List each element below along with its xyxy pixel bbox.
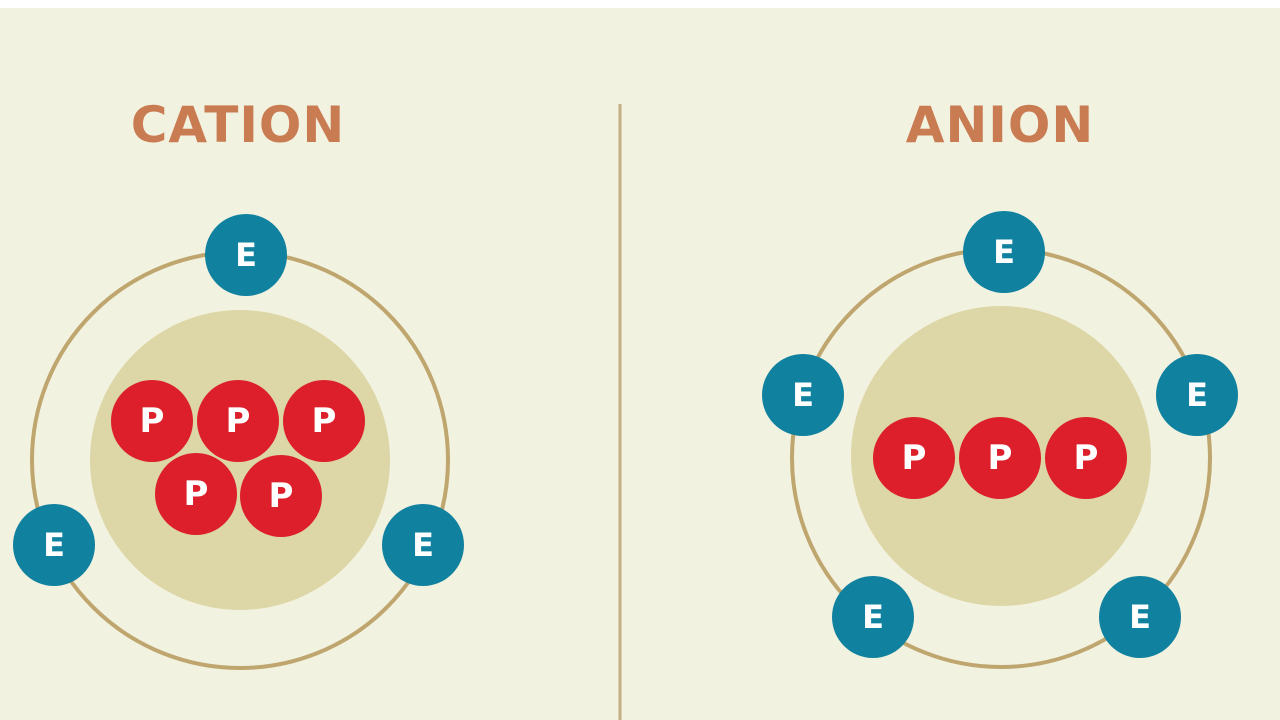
proton-circle <box>283 380 365 462</box>
proton-label: P <box>988 438 1013 478</box>
electron-circle <box>205 214 287 296</box>
electron-label: E <box>43 526 65 564</box>
electron-label: E <box>993 233 1015 271</box>
electron-circle <box>1156 354 1238 436</box>
anion-proton: P <box>1045 417 1127 499</box>
electron-label: E <box>862 598 884 636</box>
electron-circle <box>382 504 464 586</box>
proton-circle <box>873 417 955 499</box>
cation-atom: P P P P P E E E <box>13 214 464 670</box>
electron-label: E <box>792 376 814 414</box>
anion-electron: E <box>1156 354 1238 436</box>
electron-circle <box>1099 576 1181 658</box>
anion-proton: P <box>873 417 955 499</box>
cation-proton: P <box>283 380 365 462</box>
proton-label: P <box>269 476 294 516</box>
proton-circle <box>111 380 193 462</box>
proton-circle <box>197 380 279 462</box>
cation-proton: P <box>111 380 193 462</box>
proton-circle <box>959 417 1041 499</box>
cation-electron: E <box>13 504 95 586</box>
cation-proton: P <box>240 455 322 537</box>
electron-circle <box>762 354 844 436</box>
anion-electron: E <box>762 354 844 436</box>
proton-circle <box>240 455 322 537</box>
cation-proton: P <box>197 380 279 462</box>
proton-label: P <box>184 474 209 514</box>
cation-proton: P <box>155 453 237 535</box>
cation-electron: E <box>382 504 464 586</box>
anion-title: ANION <box>906 96 1095 154</box>
anion-proton: P <box>959 417 1041 499</box>
electron-circle <box>832 576 914 658</box>
proton-label: P <box>1074 438 1099 478</box>
proton-circle <box>155 453 237 535</box>
electron-circle <box>963 211 1045 293</box>
electron-circle <box>13 504 95 586</box>
proton-label: P <box>140 401 165 441</box>
proton-label: P <box>902 438 927 478</box>
proton-label: P <box>312 401 337 441</box>
electron-label: E <box>1186 376 1208 414</box>
anion-electron: E <box>1099 576 1181 658</box>
electron-label: E <box>1129 598 1151 636</box>
electron-label: E <box>412 526 434 564</box>
anion-atom: P P P E E E E E <box>762 211 1238 669</box>
electron-label: E <box>235 236 257 274</box>
proton-label: P <box>226 401 251 441</box>
anion-electron: E <box>963 211 1045 293</box>
cation-electron: E <box>205 214 287 296</box>
cation-title: CATION <box>131 96 346 154</box>
anion-electron: E <box>832 576 914 658</box>
proton-circle <box>1045 417 1127 499</box>
